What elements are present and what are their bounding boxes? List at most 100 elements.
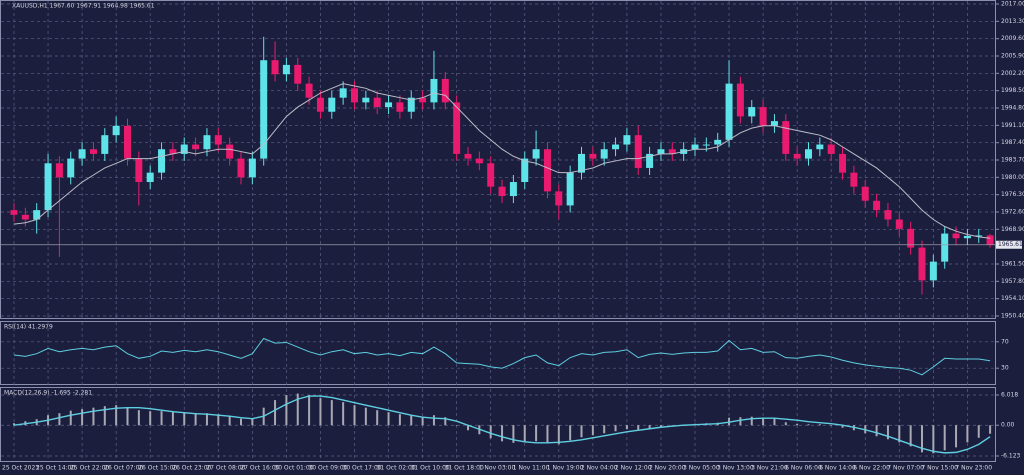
y-tick-label: 1998.50	[1001, 87, 1024, 94]
candle-body	[578, 153, 585, 173]
indicator-line	[13, 337, 991, 376]
histogram-bar	[444, 417, 447, 426]
histogram-bar	[909, 425, 912, 447]
histogram-bar	[966, 425, 969, 443]
candle-body	[260, 60, 268, 159]
histogram-bar	[932, 425, 935, 454]
histogram-bar	[240, 418, 242, 426]
y-tick-label: 2017.00	[1001, 1, 1024, 8]
histogram-bar	[591, 425, 594, 436]
x-tick-label: 25 Oct 14:00	[36, 465, 75, 472]
candle-body	[918, 247, 926, 281]
x-tick-label: 1 Nov 19:00	[547, 465, 584, 472]
candle-body	[929, 261, 937, 281]
histogram-bar	[115, 405, 118, 426]
candle-body	[78, 149, 86, 159]
histogram-bar	[364, 407, 367, 426]
last-price-box	[996, 240, 1022, 249]
histogram-bar	[160, 411, 163, 426]
candle-body	[907, 228, 915, 248]
candle-body	[634, 135, 642, 168]
histogram-bar	[501, 425, 504, 442]
histogram-bar	[977, 425, 980, 438]
candle-body	[21, 214, 29, 220]
candle-body	[714, 139, 722, 145]
histogram-bar	[398, 414, 401, 426]
histogram-bar	[58, 413, 61, 426]
histogram-bar	[603, 425, 606, 434]
y-tick-label: 2005.90	[1001, 53, 1024, 60]
candle-body	[158, 149, 166, 173]
x-tick-label: 30 Oct 17:00	[343, 465, 382, 472]
histogram-bar	[296, 393, 299, 426]
histogram-bar	[921, 425, 923, 453]
histogram-bar	[728, 417, 731, 426]
candle-body	[884, 210, 892, 220]
histogram-bar	[137, 410, 140, 426]
y-tick-label: 6.018	[1001, 392, 1018, 399]
signal-line	[13, 395, 991, 454]
candle-body	[33, 210, 41, 220]
candle-body	[203, 135, 211, 150]
histogram-bar	[648, 425, 651, 429]
histogram-bar	[569, 425, 572, 441]
candle-body	[339, 88, 347, 98]
y-tick-label: 1983.70	[1001, 157, 1024, 164]
x-tick-label: 3 Nov 21:00	[751, 465, 788, 472]
candle-body	[351, 88, 358, 103]
x-tick-label: 6 Nov 06:00	[785, 465, 822, 472]
candle-body	[498, 186, 506, 197]
y-tick-label: 0.00	[1001, 422, 1015, 429]
y-tick-label: 1987.40	[1001, 139, 1024, 146]
x-tick-label: 7 Nov 07:00	[887, 465, 924, 472]
y-tick-label: 2002.20	[1001, 70, 1024, 77]
x-tick-label: 6 Nov 22:00	[853, 465, 890, 472]
candle-body	[839, 153, 847, 173]
histogram-bar	[149, 411, 152, 426]
candle-body	[441, 78, 449, 103]
candle-body	[112, 125, 120, 136]
histogram-bar	[319, 398, 322, 426]
candle-body	[816, 144, 824, 150]
histogram-bar	[183, 412, 186, 426]
candle-body	[248, 158, 256, 178]
histogram-bar	[421, 416, 424, 426]
histogram-bar	[353, 405, 356, 426]
candle-body	[668, 149, 676, 154]
y-tick-label: 30	[1001, 365, 1009, 372]
histogram-bar	[943, 425, 946, 451]
y-tick-label: 1980.00	[1001, 174, 1024, 181]
x-tick-label: 7 Nov 23:00	[955, 465, 992, 472]
candle-body	[475, 158, 483, 164]
candle-body	[600, 149, 608, 159]
candle-body	[861, 186, 869, 201]
candle-body	[782, 121, 790, 154]
y-tick-label: -6.123	[1001, 453, 1021, 460]
histogram-bar	[557, 425, 560, 445]
histogram-bar	[126, 407, 129, 426]
chart-title: XAUUSD,H1 1967.60 1967.91 1964.98 1965.6…	[12, 3, 155, 10]
x-tick-label: 2 Nov 12:00	[615, 465, 652, 472]
candle-body	[748, 107, 756, 117]
histogram-bar	[92, 407, 95, 426]
candle-body	[453, 102, 461, 154]
macd-title: MACD(12,26,9) -1.695 -2.281	[4, 390, 92, 397]
candle-body	[543, 149, 551, 192]
candle-body	[67, 158, 75, 178]
histogram-bar	[886, 425, 889, 440]
histogram-bar	[308, 395, 311, 426]
candle-body	[430, 78, 438, 103]
histogram-bar	[955, 425, 958, 448]
candle-body	[192, 144, 200, 150]
candle-body	[827, 144, 835, 154]
candle-body	[44, 163, 52, 211]
histogram-bar	[489, 425, 492, 439]
x-tick-label: 1 Nov 03:00	[479, 465, 516, 472]
candle-body	[271, 60, 279, 75]
histogram-bar	[455, 425, 458, 426]
x-tick-label: 26 Oct 15:00	[138, 465, 177, 472]
candle-body	[589, 153, 597, 159]
histogram-bar	[194, 413, 197, 426]
